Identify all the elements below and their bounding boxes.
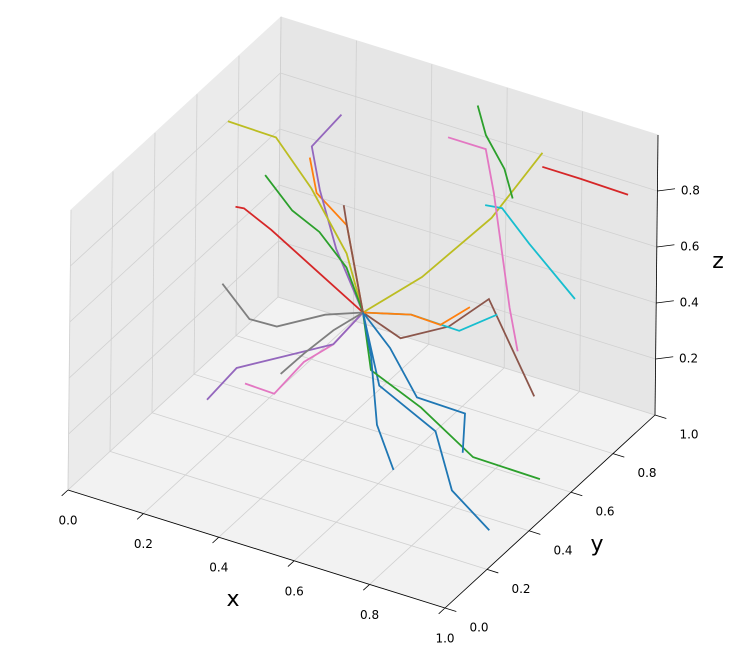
x-tick-label: 0.6 <box>285 584 304 598</box>
tick-mark <box>212 536 220 544</box>
y-tick-label: 1.0 <box>679 428 698 442</box>
data-line <box>476 105 514 199</box>
z-tick-label: 0.4 <box>680 296 699 310</box>
x-tick-label: 0.8 <box>360 608 379 622</box>
z-axis-line <box>654 134 659 416</box>
y-tick-label: 0.2 <box>511 582 530 596</box>
z-tick-label: 0.2 <box>679 352 698 366</box>
y-tick-label: 0.0 <box>469 621 488 635</box>
x-axis-label: x <box>226 587 239 612</box>
tick-mark <box>444 607 457 612</box>
y-tick-label: 0.6 <box>595 505 614 519</box>
tick-mark <box>61 489 69 497</box>
x-tick-label: 0.0 <box>58 514 77 528</box>
grid-line <box>70 72 281 267</box>
tick-mark <box>570 491 583 497</box>
grid-line <box>293 367 505 562</box>
tick-mark <box>612 453 625 458</box>
x-tick-label: 1.0 <box>435 632 454 646</box>
grid-line <box>579 111 583 392</box>
grid-line <box>235 55 240 336</box>
grid-line <box>193 373 572 493</box>
grid-line <box>280 72 658 192</box>
y-axis-label: y <box>590 532 603 557</box>
tick-mark <box>438 607 446 615</box>
tick-mark <box>136 513 144 520</box>
data-line <box>362 312 490 531</box>
tick-mark <box>655 356 674 360</box>
data-line <box>362 312 395 471</box>
grid-line <box>67 296 279 491</box>
y-tick-label: 0.8 <box>637 466 656 480</box>
grid-line <box>109 451 488 570</box>
grid-line <box>279 128 657 248</box>
z-tick-label: 0.6 <box>680 240 699 254</box>
grid-line <box>353 40 357 321</box>
data-line <box>227 120 364 313</box>
y-axis-line <box>444 414 656 609</box>
grid-line <box>279 184 657 304</box>
tick-mark <box>654 414 667 419</box>
data-line <box>342 205 364 313</box>
data-line <box>362 152 544 314</box>
tick-mark <box>287 560 295 567</box>
tick-mark <box>656 244 675 248</box>
grid-line <box>68 240 279 435</box>
grid-line <box>109 171 114 452</box>
data-line <box>542 165 629 196</box>
grid-line <box>369 391 580 585</box>
tick-mark <box>528 530 541 535</box>
grid-line <box>67 209 72 491</box>
data-line <box>447 136 519 352</box>
data-line <box>484 204 576 300</box>
tick-mark <box>363 584 370 591</box>
tick-mark <box>657 188 676 192</box>
data-line <box>235 205 364 314</box>
grid-line <box>218 343 430 538</box>
x-tick-label: 0.4 <box>209 561 228 575</box>
grid-line <box>503 87 508 368</box>
data-line <box>264 174 364 313</box>
x-axis-line <box>67 489 446 609</box>
grid-line <box>277 16 282 298</box>
grid-line <box>151 412 530 532</box>
grid-line <box>151 132 156 413</box>
grid-line <box>235 335 614 454</box>
data-line <box>362 311 466 453</box>
grid-line <box>69 128 281 323</box>
x-tick-label: 0.2 <box>134 537 153 551</box>
y-tick-label: 0.4 <box>553 543 572 557</box>
grid-line <box>277 296 656 416</box>
data-line <box>362 306 471 326</box>
tick-mark <box>656 300 674 304</box>
data-line <box>280 311 364 375</box>
tick-mark <box>486 569 499 574</box>
z-axis-label: z <box>712 249 724 274</box>
data-line <box>310 114 364 313</box>
z-tick-label: 0.8 <box>681 184 700 198</box>
data-line <box>206 311 364 401</box>
data-line <box>221 283 364 328</box>
grid-line <box>68 184 280 379</box>
data-line <box>362 312 541 481</box>
grid-line <box>428 64 433 345</box>
grid-line <box>193 94 198 375</box>
